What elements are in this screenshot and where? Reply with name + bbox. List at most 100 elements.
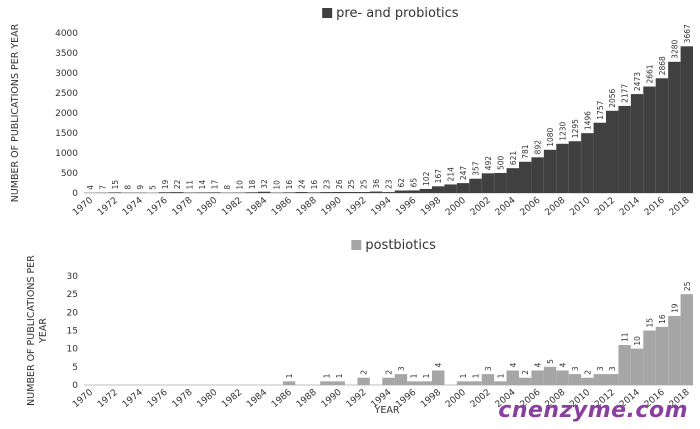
chart2-data-label: 2 [583, 370, 592, 375]
chart2-data-label: 1 [285, 373, 294, 378]
chart1-x-tick-label: 2006 [519, 195, 543, 218]
chart1-y-tick-label: 0 [72, 189, 78, 199]
chart1-bar [245, 192, 258, 193]
chart1-data-label: 16 [310, 180, 319, 190]
chart2-data-label: 3 [397, 366, 406, 371]
chart1-data-label: 3667 [683, 24, 692, 43]
chart1-data-label: 8 [124, 185, 133, 190]
chart1-data-label: 22 [173, 179, 182, 189]
chart2-data-label: 2 [385, 370, 394, 375]
chart1-bar [295, 192, 308, 193]
chart2-data-label: 25 [683, 281, 692, 291]
chart1-bar [481, 173, 495, 193]
chart2-data-label: 16 [658, 314, 667, 324]
chart2-x-tick-label: 1974 [121, 387, 145, 410]
chart1-bar [643, 86, 656, 193]
chart2-data-label: 4 [534, 362, 543, 367]
chart2-data-label: 2 [360, 370, 369, 375]
chart2-x-tick-label: 1980 [195, 387, 219, 410]
chart1-bar [469, 178, 482, 193]
chart2-data-label: 19 [670, 303, 679, 313]
chart1-bar [618, 105, 631, 193]
chart1-x-tick-label: 1998 [419, 195, 443, 218]
chart1-bar [581, 133, 594, 193]
chart2-bar [581, 377, 594, 385]
chart1-bar [494, 173, 507, 193]
chart2-bar [655, 326, 669, 385]
chart1-x-tick-label: 1990 [320, 195, 344, 218]
chart2-y-tick-label: 0 [72, 381, 78, 391]
chart2-legend-swatch [351, 240, 362, 250]
chart1-bar [345, 192, 358, 193]
chart1-data-label: 36 [372, 179, 381, 189]
chart1-y-tick-label: 1500 [55, 129, 78, 139]
chart1-data-label: 8 [223, 185, 232, 190]
chart1-data-label: 1295 [571, 119, 580, 138]
chart1-bar [158, 192, 171, 193]
chart2-bar [332, 381, 345, 385]
chart1-bar [531, 157, 544, 193]
chart1-bar [208, 192, 221, 193]
chart1-data-label: 892 [534, 140, 543, 155]
chart1-data-label: 19 [161, 179, 170, 189]
chart2-bar [282, 381, 296, 385]
chart1-x-tick-label: 1986 [270, 195, 294, 218]
chart1-bar [357, 192, 370, 193]
chart1-x-tick-label: 2012 [593, 196, 617, 218]
chart1-data-label: 2868 [658, 56, 667, 75]
chart2-bar [432, 370, 445, 385]
chart1-data-label: 18 [248, 180, 257, 190]
chart1-bar [419, 188, 432, 193]
chart2-legend-label: postbiotics [365, 238, 436, 253]
chart2-data-label: 1 [335, 373, 344, 378]
chart1-x-tick-label: 2004 [494, 195, 518, 218]
chart1-bar [680, 46, 693, 193]
chart1-data-label: 26 [335, 179, 344, 189]
chart1-data-label: 1230 [559, 121, 568, 140]
chart1-bar [444, 184, 457, 193]
chart2-bar [481, 374, 495, 385]
chart2-x-tick-label: 1976 [146, 387, 170, 410]
chart2-y-tick-label: 20 [67, 308, 79, 318]
chart1-x-tick-label: 1976 [146, 195, 170, 218]
chart1-data-label: 15 [111, 180, 120, 190]
chart1-data-label: 492 [484, 156, 493, 171]
chart2-data-label: 1 [422, 373, 431, 378]
chart2-x-tick-label: 2002 [469, 388, 493, 410]
chart1-data-label: 25 [360, 179, 369, 189]
chart1-data-label: 9 [136, 185, 145, 190]
chart2-bar [556, 370, 569, 385]
chart1-bar [456, 183, 470, 193]
chart2-data-label: 3 [484, 366, 493, 371]
chart1-bar [606, 110, 619, 193]
chart1-data-label: 1757 [596, 100, 605, 119]
chart2-data-label: 3 [571, 366, 580, 371]
chart1-bar [432, 186, 445, 193]
chart1-bar [543, 149, 557, 193]
chart1-data-label: 23 [322, 179, 331, 189]
chart2-bar [494, 381, 507, 385]
chart2-x-tick-label: 1992 [345, 388, 369, 410]
chart2-data-label: 4 [509, 362, 518, 367]
chart1-data-label: 214 [447, 167, 456, 182]
chart2-data-label: 1 [496, 373, 505, 378]
chart2-bar [357, 377, 370, 385]
chart2-bar [394, 374, 408, 385]
chart2-x-tick-label: 1990 [320, 387, 344, 410]
chart1-x-tick-label: 1974 [121, 195, 145, 218]
chart2-data-label: 2 [521, 370, 530, 375]
chart2-data-label: 4 [559, 362, 568, 367]
chart2-x-axis-label: YEAR [374, 405, 400, 416]
chart1-data-label: 23 [385, 179, 394, 189]
chart2-y-tick-label: 5 [72, 363, 78, 373]
chart2-data-label: 15 [646, 318, 655, 328]
chart2-y-axis-label-line1: NUMBER OF PUBLICATIONS PER [26, 255, 37, 406]
chart1-x-tick-label: 1988 [295, 195, 319, 218]
chart1-legend-label: pre- and probiotics [336, 6, 459, 21]
chart1-x-tick-label: 1982 [220, 196, 244, 218]
chart1-data-label: 65 [409, 178, 418, 188]
chart2-bar [643, 330, 656, 385]
chart1-data-label: 3280 [670, 39, 679, 58]
